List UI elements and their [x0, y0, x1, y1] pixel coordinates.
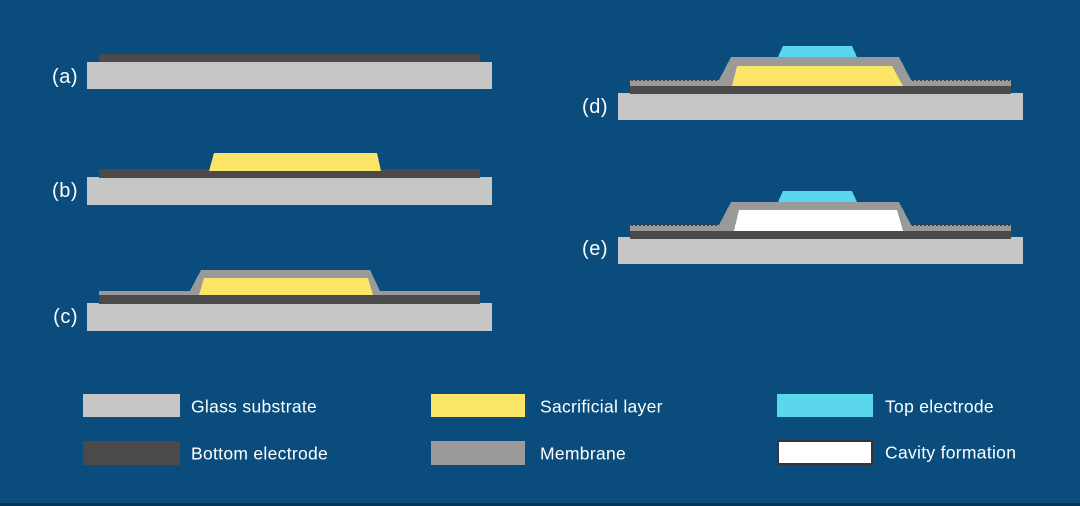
glass-substrate-swatch [83, 394, 180, 417]
legend-item-sacrificial-layer: Sacrificial layer [431, 394, 731, 420]
glass-substrate-layer [618, 93, 1023, 120]
bottom-electrode-layer [99, 169, 480, 178]
legend-label: Sacrificial layer [540, 396, 663, 417]
step-panel-b [87, 153, 492, 205]
legend-item-membrane: Membrane [431, 441, 731, 467]
legend-item-top-electrode: Top electrode [777, 394, 1077, 420]
glass-substrate-layer [87, 303, 492, 331]
step-label-b: (b) [52, 180, 78, 202]
top-electrode-layer [778, 46, 857, 57]
legend-label: Top electrode [885, 396, 994, 417]
step-panel-e [618, 191, 1023, 264]
top-electrode-swatch [777, 394, 873, 417]
sacrificial-layer [732, 66, 903, 86]
step-panel-d [618, 46, 1023, 121]
step-label-a: (a) [52, 66, 78, 88]
cavity-formation-swatch [777, 440, 873, 465]
bottom-electrode-swatch [83, 441, 180, 465]
step-label-e: (e) [582, 238, 608, 260]
step-panel-a [87, 54, 492, 89]
top-electrode-layer [778, 191, 857, 202]
bottom-electrode-layer [99, 295, 480, 304]
legend-item-bottom-electrode: Bottom electrode [83, 441, 383, 467]
legend-label: Bottom electrode [191, 443, 329, 464]
step-label-d: (d) [582, 96, 608, 118]
legend-item-cavity-formation: Cavity formation [777, 440, 1077, 466]
bottom-electrode-layer [630, 231, 1011, 239]
sacrificial-layer [209, 153, 381, 171]
legend-label: Cavity formation [885, 442, 1017, 463]
step-panel-c [87, 270, 492, 332]
legend-label: Glass substrate [191, 396, 318, 417]
sacrificial-layer [199, 278, 373, 295]
glass-substrate-layer [618, 237, 1023, 264]
glass-substrate-layer [87, 62, 492, 89]
glass-substrate-layer [87, 177, 492, 205]
legend-label: Membrane [540, 443, 627, 464]
bottom-electrode-layer [99, 54, 480, 63]
sacrificial-layer-swatch [431, 394, 525, 417]
figure-bottom-edge [0, 503, 1080, 506]
cavity-region [734, 210, 903, 231]
legend-item-glass-substrate: Glass substrate [83, 394, 383, 420]
bottom-electrode-layer [630, 86, 1011, 94]
step-label-c: (c) [53, 306, 78, 328]
membrane-swatch [431, 441, 525, 465]
